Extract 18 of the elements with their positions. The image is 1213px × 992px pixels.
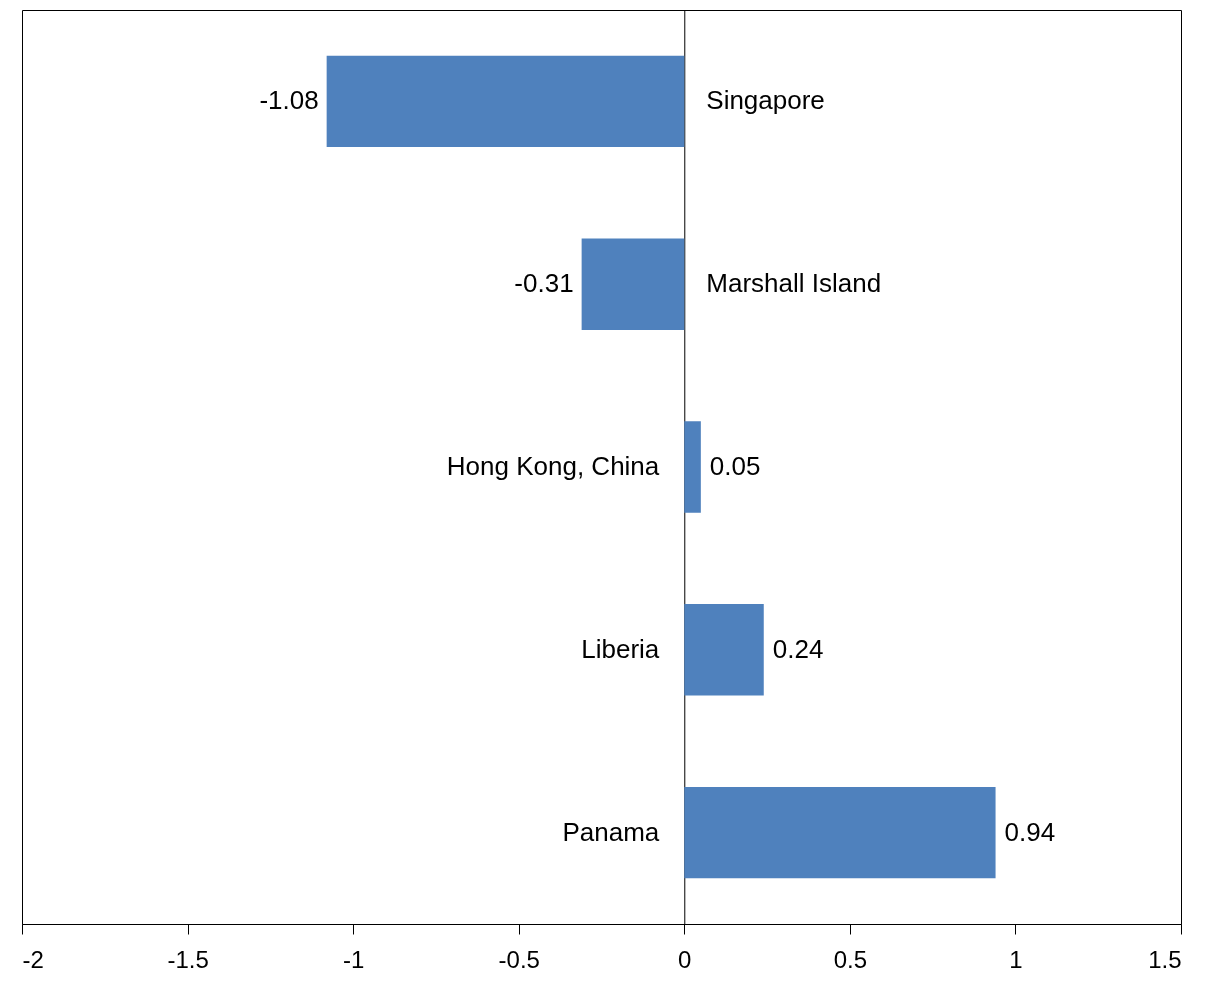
x-tick-label: 0 (678, 945, 692, 973)
data-label: 0.24 (772, 633, 824, 664)
data-label: 0.05 (709, 451, 761, 481)
y-tick-label: Hong Kong, China (446, 451, 660, 481)
x-tick-label: -1.5 (167, 945, 209, 973)
y-tick-label: Liberia (581, 633, 660, 664)
y-tick-label: Singapore (706, 85, 825, 116)
y-tick-label: Panama (562, 816, 660, 847)
x-tick-label: -2 (22, 945, 44, 973)
data-label: -1.08 (259, 85, 319, 116)
x-tick-label: 1.5 (1148, 945, 1182, 973)
x-tick-label: -1 (342, 945, 365, 973)
x-tick-label: 0.5 (833, 945, 868, 973)
x-tick-label: 1 (1009, 945, 1023, 973)
y-tick-label: Marshall Island (706, 268, 882, 299)
data-label: -0.31 (514, 268, 574, 299)
data-label: 0.94 (1004, 816, 1056, 847)
x-tick-label: -0.5 (498, 945, 540, 973)
